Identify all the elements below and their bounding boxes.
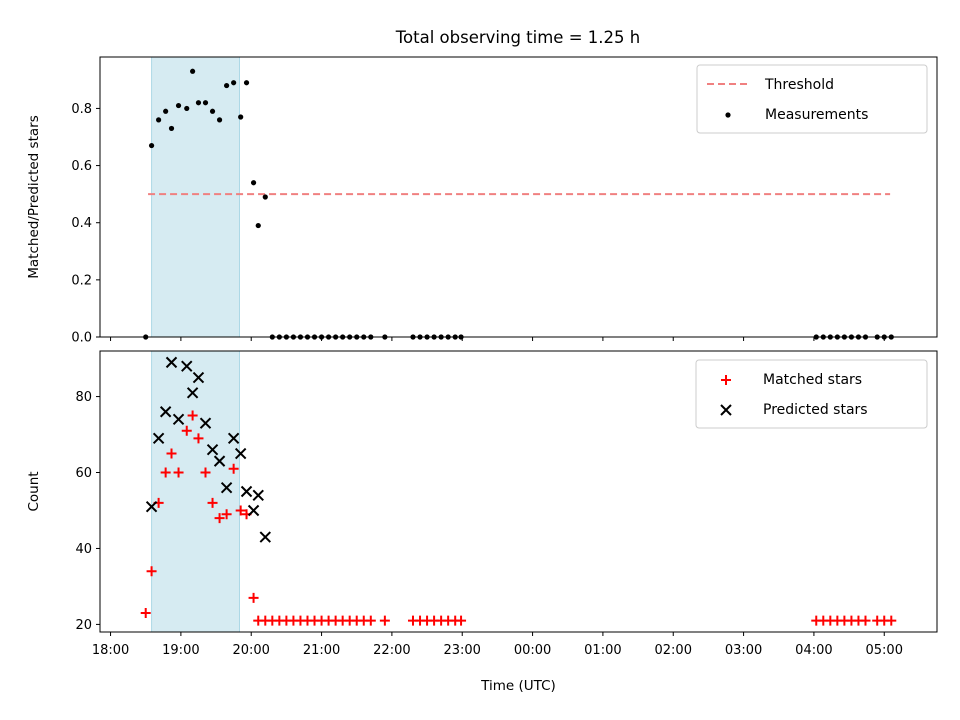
matched-star-point (379, 615, 390, 626)
y-tick-label: 0.6 (71, 159, 92, 174)
legend-matched-label: Matched stars (763, 372, 862, 388)
measurement-point (202, 100, 209, 106)
matched-star-point (166, 448, 177, 459)
matched-star-point (187, 410, 198, 421)
measurement-point (250, 180, 257, 186)
measurement-point (190, 68, 196, 74)
predicted-star-point (227, 432, 240, 445)
x-tick-label: 20:00 (232, 643, 269, 658)
matched-star-point (365, 615, 376, 626)
x-axis-label: Time (UTC) (480, 678, 556, 694)
x-tick-label: 04:00 (795, 643, 832, 658)
x-tick-label: 18:00 (92, 643, 129, 658)
measurement-point (262, 194, 268, 200)
x-tick-label: 19:00 (162, 643, 199, 658)
plot-frame (99, 56, 938, 338)
measurement-point (184, 105, 190, 112)
measurement-point (243, 80, 250, 86)
predicted-star-point (172, 413, 185, 426)
y-tick-label: 0.4 (71, 216, 92, 231)
predicted-star-point (206, 444, 219, 456)
matched-star-point (221, 509, 232, 520)
legend: Matched stars Predicted stars (695, 359, 928, 429)
legend-box (695, 359, 928, 429)
matched-star-point (207, 497, 218, 508)
legend: Threshold Measurements (696, 64, 928, 134)
predicted-star-point (213, 455, 226, 467)
observing-span (151, 350, 240, 633)
predicted-star-point (240, 485, 253, 498)
predicted-star-point (220, 481, 233, 494)
plot-frame (99, 350, 938, 633)
y-tick-label: 0.8 (71, 102, 92, 117)
predicted-star-point (247, 504, 260, 517)
predicted-star-point (192, 371, 205, 384)
x-tick-label: 02:00 (655, 643, 692, 658)
measurement-point (209, 108, 216, 114)
measurement-point (195, 100, 202, 106)
y-tick-label: 0.2 (71, 273, 92, 288)
predicted-star-point (152, 432, 165, 445)
measurement-point (148, 142, 155, 149)
legend-matched-swatch (721, 375, 731, 385)
predicted-star-point (259, 531, 271, 543)
legend-predicted-label: Predicted stars (763, 402, 868, 418)
x-tick-label: 01:00 (584, 643, 621, 658)
y-axis-label: Matched/Predicted stars (26, 115, 42, 278)
matched-star-point (248, 592, 259, 603)
matched-star-point (200, 467, 211, 478)
matched-star-point (160, 467, 171, 478)
legend-measurement-label: Measurements (765, 107, 868, 123)
matched-star-point (214, 513, 225, 524)
predicted-star-point (165, 356, 178, 369)
measurement-point (168, 125, 175, 132)
matched-star-point (173, 467, 184, 478)
legend-measurement-swatch (725, 112, 731, 118)
measurement-point (156, 117, 162, 123)
matched-star-point (140, 608, 151, 619)
y-axis-label: Count (26, 471, 42, 511)
observing-span (151, 56, 240, 338)
measurement-point (175, 102, 182, 109)
matched-star-point (193, 433, 204, 444)
matched-star-point (235, 505, 246, 516)
predicted-star-point (252, 489, 264, 502)
x-tick-label: 21:00 (303, 643, 340, 658)
legend-threshold-label: Threshold (764, 77, 834, 93)
matched-star-point (228, 463, 239, 474)
x-tick-label: 22:00 (373, 643, 410, 658)
bottom-panel: 20 40 60 80 18:00 19:00 20:00 21:00 22:00 23:00 00… (26, 350, 938, 694)
matched-star-point (886, 615, 897, 626)
x-tick-label: 23:00 (443, 643, 480, 658)
legend-predicted-swatch (720, 404, 732, 416)
y-tick-label: 20 (75, 618, 92, 633)
predicted-star-point (186, 387, 199, 399)
matched-star-point (456, 615, 467, 626)
predicted-star-point (159, 406, 172, 418)
predicted-star-point (145, 500, 158, 513)
chart-title: Total observing time = 1.25 h (395, 28, 640, 47)
y-tick-label: 40 (75, 542, 92, 557)
y-tick-label: 0.0 (71, 331, 92, 346)
measurement-point (224, 82, 230, 89)
measurement-point (231, 80, 237, 86)
matched-star-point (181, 425, 192, 436)
y-tick-label: 80 (75, 390, 92, 405)
measurement-point (216, 117, 223, 123)
measurement-point (163, 108, 169, 114)
legend-box (696, 64, 928, 134)
matched-star-point (860, 615, 871, 626)
x-tick-label: 03:00 (725, 643, 762, 658)
measurement-point (255, 222, 261, 229)
y-tick-label: 60 (75, 466, 92, 481)
measurement-point (238, 114, 244, 120)
x-tick-label: 00:00 (514, 643, 551, 658)
top-panel: 0.0 0.2 0.4 0.6 0.8 Matched/Predicted stars Th… (26, 56, 938, 346)
x-tick-label: 05:00 (866, 643, 903, 658)
predicted-star-point (181, 360, 193, 372)
predicted-star-point (199, 417, 212, 429)
matched-star-point (146, 566, 157, 577)
predicted-star-point (234, 447, 247, 460)
